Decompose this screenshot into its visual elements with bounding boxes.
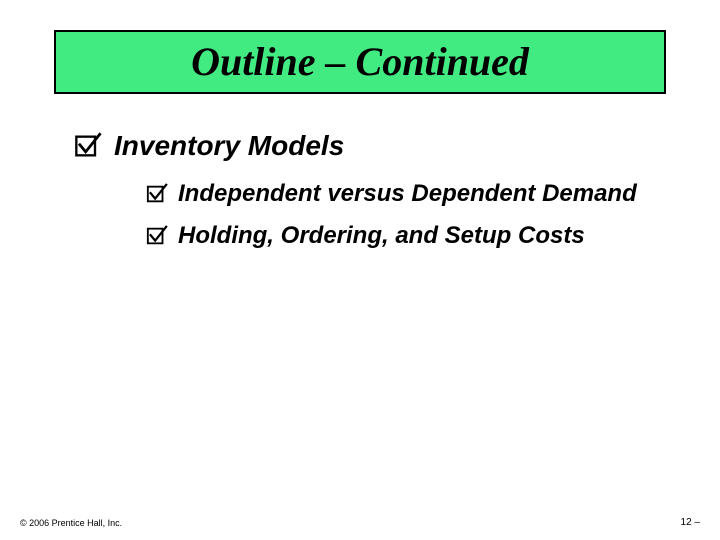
bullet-lvl1: Inventory Models bbox=[74, 130, 664, 162]
title-bar: Outline – Continued bbox=[54, 30, 666, 94]
slide-body: Inventory Models Independent versus Depe… bbox=[74, 130, 664, 263]
footer-copyright: © 2006 Prentice Hall, Inc. bbox=[20, 518, 122, 528]
check-box-icon bbox=[146, 225, 168, 247]
slide: Outline – Continued Inventory Models Ind… bbox=[0, 0, 720, 540]
check-box-icon bbox=[146, 183, 168, 205]
bullet-lvl1-label: Inventory Models bbox=[114, 130, 344, 162]
bullet-lvl1-children: Independent versus Dependent Demand Hold… bbox=[146, 180, 664, 249]
slide-title: Outline – Continued bbox=[191, 41, 529, 83]
bullet-lvl2-label: Holding, Ordering, and Setup Costs bbox=[178, 222, 585, 250]
footer-page-number: 12 – bbox=[681, 517, 700, 528]
bullet-lvl2: Holding, Ordering, and Setup Costs bbox=[146, 222, 664, 250]
bullet-lvl2: Independent versus Dependent Demand bbox=[146, 180, 664, 208]
bullet-lvl2-label: Independent versus Dependent Demand bbox=[178, 180, 637, 208]
check-box-icon bbox=[74, 132, 102, 160]
